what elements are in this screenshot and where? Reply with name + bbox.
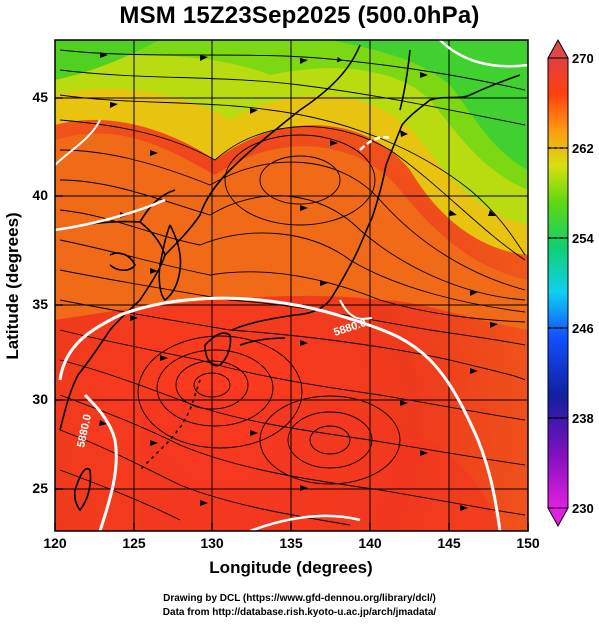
colorbar-tick-label: 238 [572, 411, 594, 426]
x-tick-labels: 120 125 130 135 140 145 150 [43, 535, 540, 551]
y-tick-label: 35 [32, 296, 48, 312]
y-tick-label: 30 [32, 391, 48, 407]
colorbar-tick-label: 254 [572, 231, 594, 246]
x-tick-marks [54, 523, 529, 531]
x-tick-label: 130 [200, 535, 224, 551]
colorbar-tick-label: 270 [572, 51, 594, 66]
geopotential-contour [55, 40, 528, 531]
x-tick-label: 120 [43, 535, 67, 551]
colorbar-max-arrow [547, 38, 569, 59]
y-axis-label: Latitude (degrees) [3, 212, 22, 359]
colorbar: 270 262 254 246 238 230 [547, 38, 594, 528]
x-tick-label: 135 [279, 535, 303, 551]
y-tick-marks [55, 97, 63, 490]
y-tick-label: 25 [32, 480, 48, 496]
x-tick-label: 150 [516, 535, 540, 551]
colorbar-tick-label: 246 [572, 321, 594, 336]
lat-lon-grid [55, 40, 528, 531]
y-tick-labels: 25 30 35 40 45 [32, 89, 48, 496]
y-tick-label: 45 [32, 89, 48, 105]
colorbar-tick-label: 230 [572, 501, 594, 516]
x-tick-label: 145 [437, 535, 461, 551]
chart-title: MSM 15Z23Sep2025 (500.0hPa) [119, 2, 480, 29]
credit-drawing: Drawing by DCL (https://www.gfd-dennou.o… [163, 593, 436, 604]
x-tick-label: 140 [358, 535, 382, 551]
x-axis-label: Longitude (degrees) [209, 558, 372, 577]
colorbar-min-arrow [547, 507, 569, 528]
y-tick-label: 40 [32, 187, 48, 203]
coastlines [55, 44, 521, 512]
credit-data: Data from http://database.rish.kyoto-u.a… [162, 607, 437, 618]
x-tick-label: 125 [122, 535, 146, 551]
colorbar-tick-label: 262 [572, 141, 594, 156]
